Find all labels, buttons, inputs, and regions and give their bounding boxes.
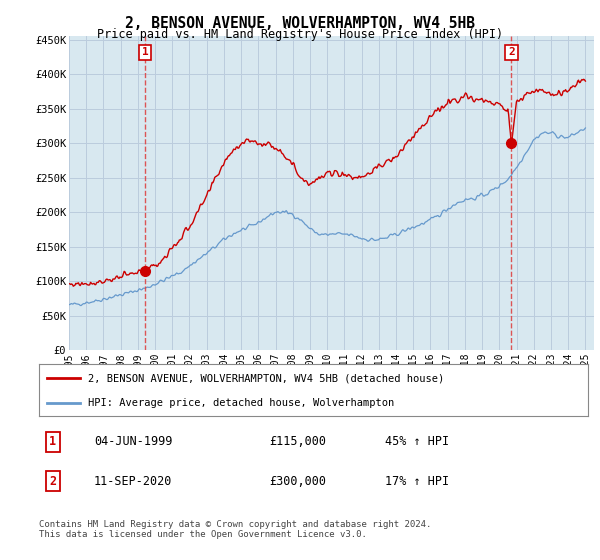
Text: 1: 1 bbox=[142, 48, 148, 57]
Text: 2, BENSON AVENUE, WOLVERHAMPTON, WV4 5HB (detached house): 2, BENSON AVENUE, WOLVERHAMPTON, WV4 5HB… bbox=[88, 374, 445, 384]
Text: 2: 2 bbox=[49, 474, 56, 488]
Text: 45% ↑ HPI: 45% ↑ HPI bbox=[385, 435, 449, 449]
Text: £300,000: £300,000 bbox=[269, 474, 326, 488]
Text: 1: 1 bbox=[49, 435, 56, 449]
Text: 2, BENSON AVENUE, WOLVERHAMPTON, WV4 5HB: 2, BENSON AVENUE, WOLVERHAMPTON, WV4 5HB bbox=[125, 16, 475, 31]
Text: 11-SEP-2020: 11-SEP-2020 bbox=[94, 474, 172, 488]
Text: Price paid vs. HM Land Registry's House Price Index (HPI): Price paid vs. HM Land Registry's House … bbox=[97, 28, 503, 41]
Text: 2: 2 bbox=[508, 48, 515, 57]
Text: 04-JUN-1999: 04-JUN-1999 bbox=[94, 435, 172, 449]
Text: 17% ↑ HPI: 17% ↑ HPI bbox=[385, 474, 449, 488]
Text: HPI: Average price, detached house, Wolverhampton: HPI: Average price, detached house, Wolv… bbox=[88, 398, 395, 408]
Text: Contains HM Land Registry data © Crown copyright and database right 2024.
This d: Contains HM Land Registry data © Crown c… bbox=[39, 520, 431, 539]
Text: £115,000: £115,000 bbox=[269, 435, 326, 449]
